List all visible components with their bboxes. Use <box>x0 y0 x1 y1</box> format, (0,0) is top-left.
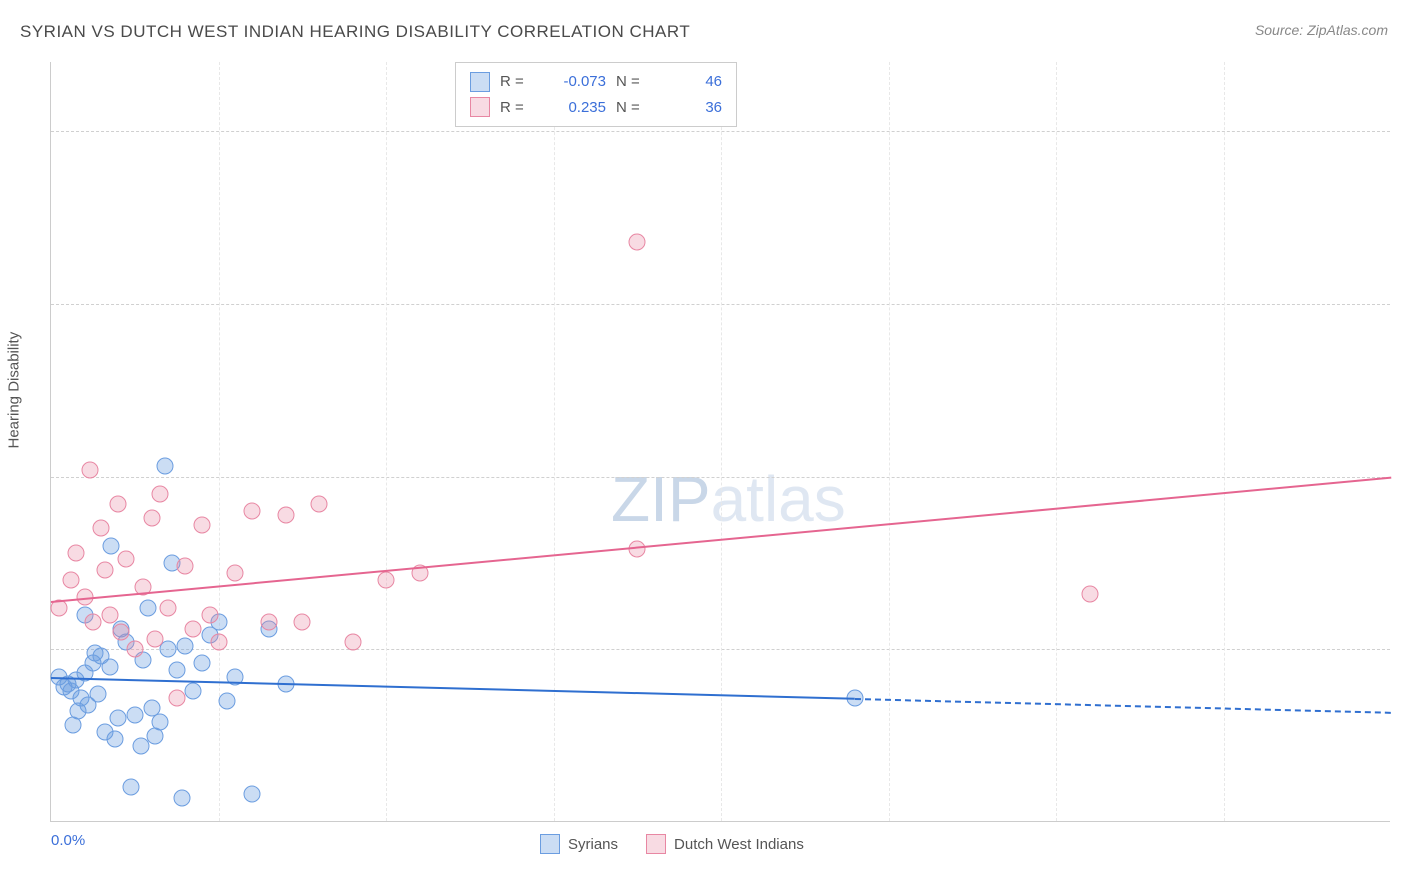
data-point <box>177 637 194 654</box>
trendline <box>855 698 1391 714</box>
data-point <box>113 624 130 641</box>
watermark: ZIPatlas <box>611 462 846 536</box>
chart-container: SYRIAN VS DUTCH WEST INDIAN HEARING DISA… <box>0 0 1406 892</box>
data-point <box>227 565 244 582</box>
data-point <box>344 634 361 651</box>
data-point <box>156 458 173 475</box>
data-point <box>103 537 120 554</box>
data-point <box>160 599 177 616</box>
legend-item-dutch: Dutch West Indians <box>646 834 804 854</box>
data-point <box>185 620 202 637</box>
swatch-blue <box>470 72 490 92</box>
y-axis-label: Hearing Disability <box>6 332 23 449</box>
data-point <box>177 558 194 575</box>
x-tick-min: 0.0% <box>51 832 85 849</box>
swatch-blue <box>540 834 560 854</box>
data-point <box>93 520 110 537</box>
data-point <box>218 693 235 710</box>
data-point <box>110 496 127 513</box>
legend-item-syrians: Syrians <box>540 834 618 854</box>
data-point <box>185 682 202 699</box>
data-point <box>193 655 210 672</box>
data-point <box>64 717 81 734</box>
data-point <box>101 606 118 623</box>
data-point <box>68 544 85 561</box>
data-point <box>126 641 143 658</box>
data-point <box>168 689 185 706</box>
data-point <box>202 606 219 623</box>
data-point <box>277 506 294 523</box>
series-legend: Syrians Dutch West Indians <box>540 834 804 854</box>
data-point <box>133 738 150 755</box>
gridline-v <box>554 62 555 821</box>
data-point <box>1081 586 1098 603</box>
data-point <box>96 561 113 578</box>
data-point <box>629 233 646 250</box>
data-point <box>160 641 177 658</box>
data-point <box>146 630 163 647</box>
swatch-pink <box>646 834 666 854</box>
source-attribution: Source: ZipAtlas.com <box>1255 22 1388 38</box>
chart-title: SYRIAN VS DUTCH WEST INDIAN HEARING DISA… <box>20 22 690 42</box>
legend-row-dutch: R = 0.235 N = 36 <box>470 95 722 121</box>
data-point <box>123 779 140 796</box>
data-point <box>140 599 157 616</box>
data-point <box>244 503 261 520</box>
data-point <box>193 516 210 533</box>
data-point <box>210 634 227 651</box>
data-point <box>106 731 123 748</box>
gridline-v <box>386 62 387 821</box>
data-point <box>168 662 185 679</box>
data-point <box>89 686 106 703</box>
data-point <box>101 658 118 675</box>
gridline-v <box>219 62 220 821</box>
data-point <box>143 510 160 527</box>
data-point <box>110 710 127 727</box>
legend-row-syrians: R = -0.073 N = 46 <box>470 69 722 95</box>
data-point <box>81 461 98 478</box>
data-point <box>294 613 311 630</box>
data-point <box>84 613 101 630</box>
data-point <box>86 644 103 661</box>
gridline-v <box>721 62 722 821</box>
data-point <box>126 706 143 723</box>
data-point <box>151 485 168 502</box>
gridline-v <box>1056 62 1057 821</box>
data-point <box>63 572 80 589</box>
data-point <box>118 551 135 568</box>
gridline-v <box>889 62 890 821</box>
data-point <box>378 572 395 589</box>
data-point <box>173 789 190 806</box>
correlation-legend: R = -0.073 N = 46 R = 0.235 N = 36 <box>455 62 737 127</box>
plot-area: ZIPatlas 0.0% 80.0% 5.0%10.0%15.0%20.0% <box>50 62 1390 822</box>
data-point <box>311 496 328 513</box>
swatch-pink <box>470 97 490 117</box>
data-point <box>244 786 261 803</box>
data-point <box>260 613 277 630</box>
